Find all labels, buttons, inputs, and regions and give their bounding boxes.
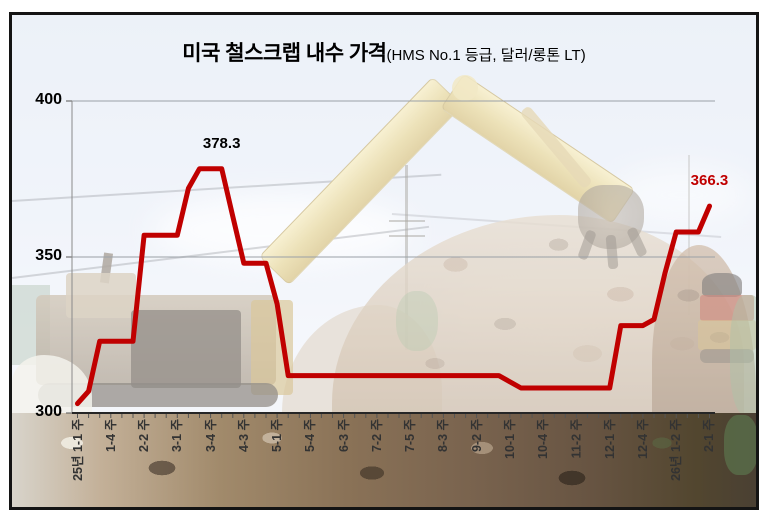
x-axis-label: 7-5 주 bbox=[403, 419, 418, 453]
grapple-machine-claw bbox=[702, 273, 742, 297]
tree-foliage bbox=[396, 291, 438, 351]
bush bbox=[724, 415, 756, 475]
bulldozer-engine bbox=[131, 310, 241, 388]
x-axis-label: 3-1 주 bbox=[170, 419, 185, 453]
y-axis-label: 300 bbox=[35, 403, 62, 420]
x-axis-label: 25년 1-1 주 bbox=[70, 419, 85, 481]
excavator-boom-joint bbox=[452, 75, 478, 101]
x-axis-label: 2-2 주 bbox=[137, 419, 152, 453]
x-axis-label: 12-4 주 bbox=[635, 419, 650, 459]
x-axis-label: 9-2 주 bbox=[469, 419, 484, 453]
scrap-ground-strip bbox=[12, 413, 756, 507]
x-axis-label: 3-4 주 bbox=[203, 419, 218, 453]
price-line-chart bbox=[66, 100, 715, 418]
x-axis-label: 12-1 주 bbox=[602, 419, 617, 459]
chart-title-main: 미국 철스크랩 내수 가격 bbox=[182, 42, 387, 65]
plot-area-wash bbox=[12, 15, 756, 413]
tree-foliage bbox=[730, 295, 756, 415]
y-axis-label: 400 bbox=[35, 91, 62, 108]
x-axis-label: 26년 1-2 주 bbox=[669, 419, 684, 481]
chart-title: 미국 철스크랩 내수 가격(HMS No.1 등급, 달러/롱톤 LT) bbox=[12, 37, 756, 67]
chart-frame: 미국 철스크랩 내수 가격(HMS No.1 등급, 달러/롱톤 LT) 300… bbox=[9, 12, 759, 510]
utility-pole-crossarm bbox=[389, 235, 425, 237]
data-label: 366.3 bbox=[690, 172, 729, 190]
x-axis-label: 11-2 주 bbox=[569, 419, 584, 459]
x-axis-label: 2-1 주 bbox=[702, 419, 717, 453]
utility-pole bbox=[688, 155, 690, 315]
x-axis-label: 8-3 주 bbox=[436, 419, 451, 453]
x-axis-label: 6-3 주 bbox=[336, 419, 351, 453]
bulldozer-cab bbox=[66, 273, 136, 318]
data-label: 378.3 bbox=[202, 134, 241, 152]
x-axis-label: 4-3 주 bbox=[236, 419, 251, 453]
x-axis-label: 5-1 주 bbox=[270, 419, 285, 453]
x-axis-label: 7-2 주 bbox=[369, 419, 384, 453]
x-axis-label: 10-4 주 bbox=[536, 419, 551, 459]
x-axis-label: 1-4 주 bbox=[103, 419, 118, 453]
y-axis-label: 350 bbox=[35, 247, 62, 264]
utility-pole-crossarm bbox=[389, 220, 425, 222]
chart-title-sub: (HMS No.1 등급, 달러/롱톤 LT) bbox=[386, 47, 586, 64]
x-axis-label: 5-4 주 bbox=[303, 419, 318, 453]
x-axis-label: 10-1 주 bbox=[502, 419, 517, 459]
